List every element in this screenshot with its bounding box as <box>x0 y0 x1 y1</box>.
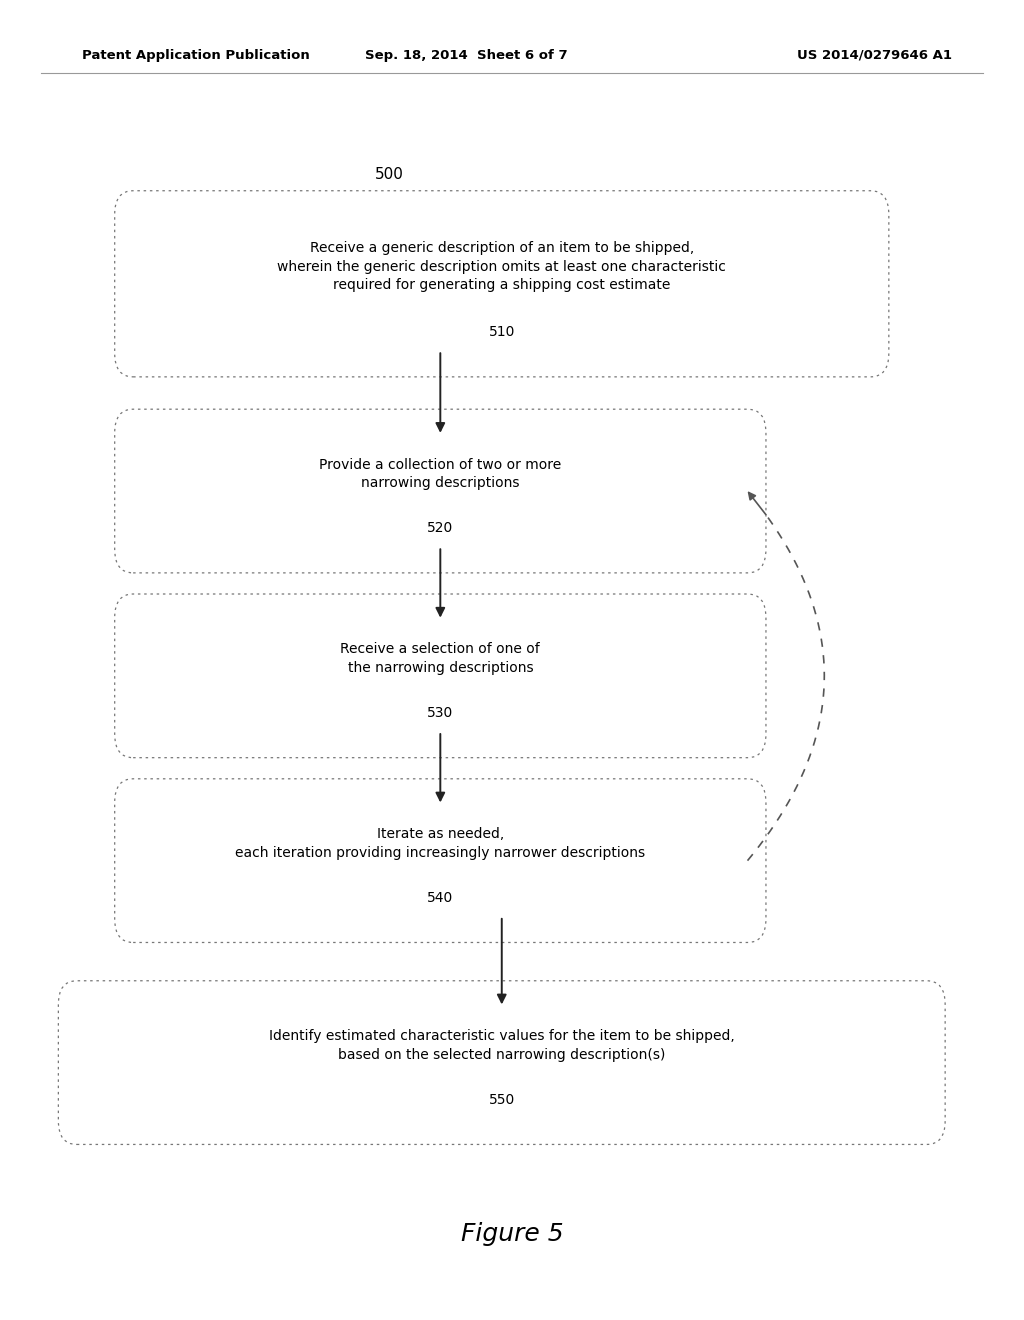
Text: 540: 540 <box>427 891 454 904</box>
FancyBboxPatch shape <box>115 779 766 942</box>
FancyBboxPatch shape <box>58 981 945 1144</box>
Text: 530: 530 <box>427 706 454 719</box>
FancyBboxPatch shape <box>115 190 889 378</box>
Text: Provide a collection of two or more
narrowing descriptions: Provide a collection of two or more narr… <box>319 458 561 490</box>
Text: 520: 520 <box>427 521 454 535</box>
Text: 500: 500 <box>375 166 403 182</box>
FancyBboxPatch shape <box>115 594 766 758</box>
Text: Receive a selection of one of
the narrowing descriptions: Receive a selection of one of the narrow… <box>340 643 541 675</box>
Text: Iterate as needed,
each iteration providing increasingly narrower descriptions: Iterate as needed, each iteration provid… <box>236 828 645 859</box>
Text: Identify estimated characteristic values for the item to be shipped,
based on th: Identify estimated characteristic values… <box>269 1030 734 1061</box>
FancyBboxPatch shape <box>115 409 766 573</box>
Text: 550: 550 <box>488 1093 515 1106</box>
Text: Patent Application Publication: Patent Application Publication <box>82 49 309 62</box>
Text: Receive a generic description of an item to be shipped,
wherein the generic desc: Receive a generic description of an item… <box>278 242 726 292</box>
Text: Figure 5: Figure 5 <box>461 1222 563 1246</box>
Text: US 2014/0279646 A1: US 2014/0279646 A1 <box>798 49 952 62</box>
Text: Sep. 18, 2014  Sheet 6 of 7: Sep. 18, 2014 Sheet 6 of 7 <box>365 49 567 62</box>
Text: 510: 510 <box>488 325 515 339</box>
